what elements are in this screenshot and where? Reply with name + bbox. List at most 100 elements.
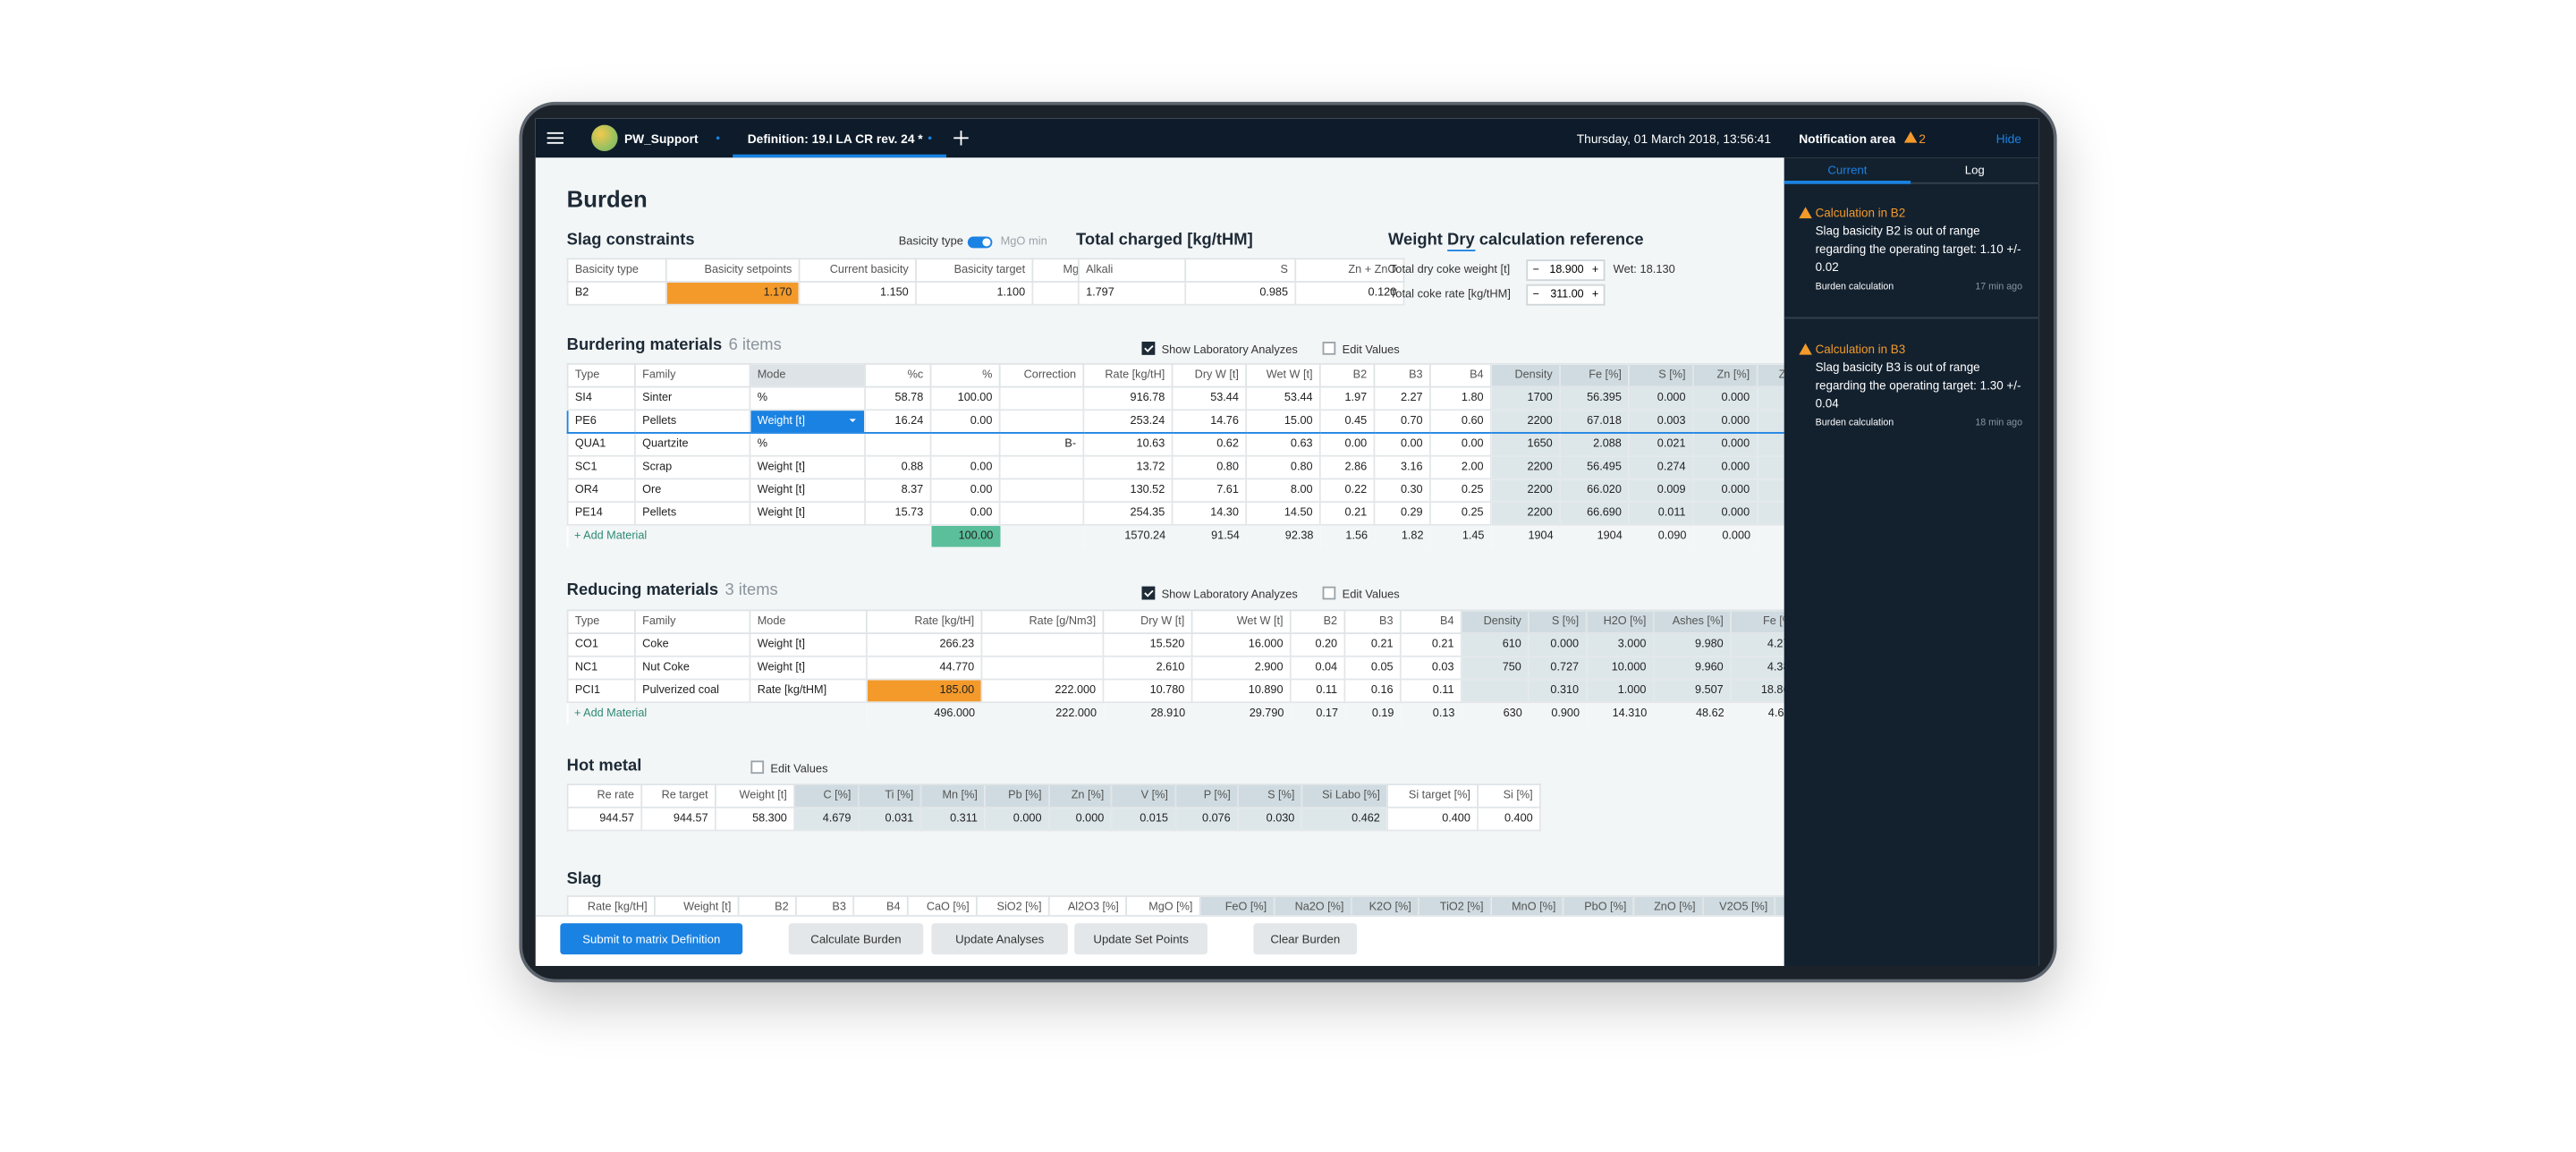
minus-icon[interactable]: − — [1532, 264, 1539, 276]
table-row[interactable]: PE6 Pellets Weight [t] 16.24 0.00 253.24 14.76… — [566, 409, 1784, 434]
table-row[interactable]: 1.797 0.985 0.120 — [1077, 281, 1405, 306]
table-cell: 13.72 — [1082, 454, 1174, 480]
minus-icon[interactable]: − — [1532, 289, 1539, 301]
checkbox[interactable]: Show Laboratory Analyzes — [1141, 342, 1298, 357]
table-cell: 1.000 — [1585, 678, 1655, 704]
warning-icon — [1903, 131, 1918, 143]
table-cell: 0.25 — [1428, 501, 1492, 526]
table-cell: 1.97 — [1318, 385, 1376, 411]
checkbox[interactable]: Edit Values — [750, 760, 828, 775]
add-material-link[interactable]: + Add Material — [567, 702, 867, 725]
column-header: Wet W [t] — [1191, 609, 1292, 634]
table-cell: 0.310 — [1528, 678, 1588, 704]
table-cell: Weight [t] — [749, 409, 866, 434]
column-header: Dry W [t] — [1171, 362, 1248, 388]
checkbox-box[interactable] — [750, 760, 765, 775]
column-header: Zn [%] — [1691, 362, 1758, 388]
table-cell: 9.507 — [1652, 678, 1732, 704]
checkbox[interactable]: Edit Values — [1322, 342, 1400, 357]
column-header: Al2O3 [%] — [1047, 895, 1128, 916]
table-cell: 0.16 — [1343, 678, 1402, 704]
total-cell: 1570.24 — [1083, 524, 1173, 547]
total-cell: 29.790 — [1191, 702, 1291, 725]
table-cell: Pellets — [633, 409, 751, 434]
column-header: Mode — [749, 362, 866, 388]
item-count: 3 items — [724, 581, 778, 600]
column-header: %c — [864, 362, 932, 388]
checkbox-box[interactable] — [1141, 586, 1156, 600]
table-cell: 0.003 — [1628, 409, 1694, 434]
table-cell: Weight [t] — [749, 454, 866, 480]
update-setpoints-button[interactable]: Update Set Points — [1074, 923, 1208, 955]
table-cell: 1650 — [1489, 432, 1561, 457]
title-text: calculation reference — [1479, 231, 1644, 250]
table-cell — [1460, 678, 1530, 704]
dropdown-dot — [716, 136, 720, 140]
update-analyses-button[interactable]: Update Analyses — [931, 923, 1068, 955]
table-cell: % — [749, 432, 866, 457]
column-header: B2 — [1289, 609, 1346, 634]
add-tab-icon[interactable] — [953, 130, 969, 146]
menu-icon[interactable] — [546, 130, 565, 146]
table-cell: PCI1 — [566, 678, 636, 704]
table-row[interactable]: CO1 Coke Weight [t] 266.23 15.520 16.000 0.20 0… — [566, 632, 1784, 657]
checkbox[interactable]: Edit Values — [1322, 586, 1400, 601]
table-cell: 610 — [1460, 632, 1530, 657]
checkbox-box[interactable] — [1141, 342, 1156, 355]
checkbox-box[interactable] — [1322, 342, 1336, 355]
table-row[interactable]: SC1 Scrap Weight [t] 0.88 0.00 13.72 0.80 0.80 2… — [566, 454, 1784, 480]
totals-row: + Add Material 496.000 222.000 28.910 29.790… — [567, 702, 1784, 725]
column-header: Re rate — [566, 784, 643, 809]
table-cell: 0.00 — [1428, 432, 1492, 457]
column-header: Fe [%] — [1730, 609, 1784, 634]
user-avatar[interactable] — [591, 124, 618, 151]
checkbox-box[interactable] — [1322, 586, 1336, 600]
notification[interactable]: Calculation in B2 Slag basicity B2 is out… — [1784, 206, 2039, 304]
add-material-link[interactable]: + Add Material — [567, 524, 866, 547]
notification-time: 17 min ago — [1975, 282, 2023, 292]
column-header: S [%] — [1628, 362, 1694, 388]
stepper[interactable]: −18.900 + — [1526, 259, 1606, 282]
table-cell: 9.980 — [1652, 632, 1732, 657]
toggle-switch[interactable] — [967, 236, 993, 249]
table-cell: % — [749, 385, 866, 411]
user-name[interactable]: PW_Support — [623, 131, 699, 147]
definition-tab[interactable]: Definition: 19.I LA CR rev. 24 * — [747, 131, 923, 147]
panel-tab[interactable]: Current — [1827, 162, 1868, 178]
plus-icon[interactable]: + — [1591, 264, 1599, 276]
submit-button[interactable]: Submit to matrix Definition — [560, 923, 743, 955]
table-row[interactable]: QUA1 Quartzite% B- 10.63 0.62 0.63 0.00 0.00 0.0… — [566, 432, 1784, 457]
table-cell: 2.00 — [1428, 454, 1492, 480]
data-table: Re rate Re target Weight [t] C [%] Ti [%] Mn … — [566, 784, 1541, 832]
table-cell: Nut Coke — [633, 655, 751, 681]
table-row[interactable]: PCI1 Pulverized coal Rate [kg/tHM] 185.00 22… — [566, 678, 1784, 704]
plus-icon[interactable]: + — [1591, 289, 1599, 301]
table-cell: 2.900 — [1191, 655, 1292, 681]
calculate-button[interactable]: Calculate Burden — [788, 923, 924, 955]
notification-title: Notification area — [1799, 131, 1896, 147]
table-cell: 0.88 — [864, 454, 932, 480]
total-cell: 630 — [1461, 702, 1530, 725]
panel-tab[interactable]: Log — [1964, 162, 1985, 178]
action-bar: Submit to matrix Definition Calculate Bu… — [535, 915, 1784, 967]
table-cell: 16.24 — [864, 409, 932, 434]
reference-label: Total dry coke weight [t] — [1389, 264, 1511, 276]
table-cell: 1.170 — [665, 281, 801, 306]
stepper[interactable]: −311.00 + — [1526, 284, 1606, 306]
table-row[interactable]: NC1 Nut Coke Weight [t] 44.770 2.610 2.900 0.0… — [566, 655, 1784, 681]
dry-wet-selector[interactable]: Dry — [1447, 231, 1475, 252]
table-row[interactable]: OR4 Ore Weight [t] 8.37 0.00 130.52 7.61 8.00 0.… — [566, 478, 1784, 504]
checkbox[interactable]: Show Laboratory Analyzes — [1141, 586, 1298, 601]
table-cell: 2.86 — [1318, 454, 1376, 480]
warning-icon — [1799, 207, 1812, 219]
table-row[interactable]: SI4 Sinter% 58.78 100.00 916.78 53.44 53.44 1.9… — [566, 385, 1784, 411]
table-row[interactable]: PE14 Pellets Weight [t] 15.73 0.00 254.35 14.3… — [566, 501, 1784, 526]
table-cell: 0.25 — [1428, 478, 1492, 504]
table-row[interactable]: 944.57 944.57 58.300 4.679 0.031 0.311 0.000 0.… — [566, 806, 1541, 832]
table-cell: 0.62 — [1171, 432, 1248, 457]
hide-button[interactable]: Hide — [1996, 131, 2021, 147]
clear-button[interactable]: Clear Burden — [1253, 923, 1358, 955]
notification[interactable]: Calculation in B3 Slag basicity B3 is out… — [1784, 342, 2039, 440]
column-header: MgO [%] — [1125, 895, 1201, 916]
